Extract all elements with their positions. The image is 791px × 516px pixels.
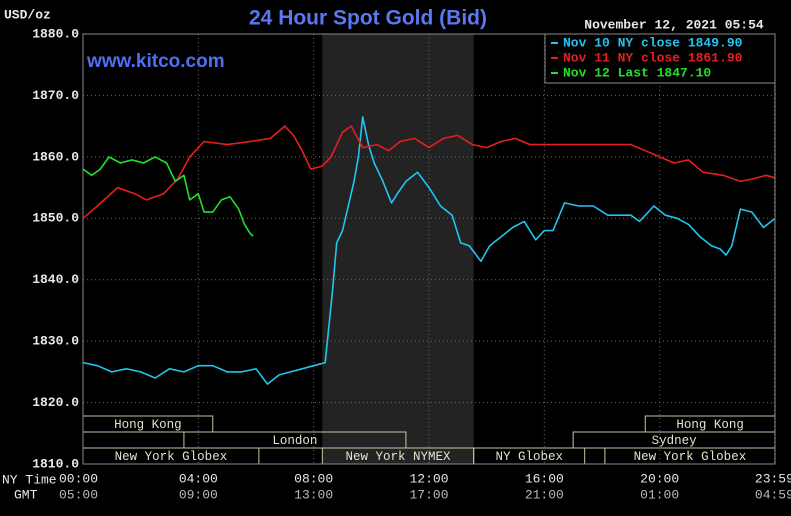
x2-tick-label: 01:00 [640, 487, 679, 502]
x-tick-label: 20:00 [640, 471, 679, 486]
session-box [183, 431, 407, 449]
legend-label: Nov 11 NY close 1861.90 [563, 50, 743, 65]
y-tick-label: 1880.0 [32, 26, 79, 41]
y-tick-label: 1810.0 [32, 456, 79, 471]
session-label: NY Globex [495, 450, 563, 464]
x2-tick-label: 05:00 [59, 487, 98, 502]
y-tick-label: 1860.0 [32, 149, 79, 164]
x-axis-label: NY Time [2, 472, 57, 487]
x2-tick-label: 17:00 [409, 487, 448, 502]
session-label: Hong Kong [676, 418, 744, 432]
plot-frame [82, 33, 776, 465]
chart-title: 24 Hour Spot Gold (Bid) [249, 7, 487, 30]
legend-label: Nov 12 Last 1847.10 [563, 65, 711, 80]
legend-label: Nov 10 NY close 1849.90 [563, 35, 743, 50]
series-line [82, 156, 254, 237]
series-line [82, 116, 775, 385]
plot-layer [82, 33, 775, 465]
timestamp: November 12, 2021 05:54 [584, 17, 764, 32]
x2-tick-label: 13:00 [294, 487, 333, 502]
x-tick-label: 23:59 [755, 471, 791, 486]
session-label: Sydney [652, 434, 698, 448]
x-tick-label: 08:00 [294, 471, 333, 486]
session-label: New York NYMEX [345, 450, 451, 464]
x-tick-label: 00:00 [59, 471, 98, 486]
x-tick-label: 16:00 [525, 471, 564, 486]
session-label: Hong Kong [114, 418, 182, 432]
x-tick-label: 04:00 [179, 471, 218, 486]
session-label: London [272, 434, 317, 448]
y-tick-label: 1850.0 [32, 211, 79, 226]
shaded-band [322, 34, 474, 464]
x2-tick-label: 04:59 [755, 487, 791, 502]
session-label: New York Globex [634, 450, 747, 464]
session-label: New York Globex [115, 450, 228, 464]
legend-box [544, 33, 776, 84]
watermark: www.kitco.com [86, 51, 225, 72]
y-tick-label: 1830.0 [32, 334, 79, 349]
y-tick-label: 1870.0 [32, 88, 79, 103]
x-tick-label: 12:00 [409, 471, 448, 486]
x2-tick-label: 21:00 [525, 487, 564, 502]
y-tick-label: 1820.0 [32, 395, 79, 410]
series-line [82, 125, 775, 219]
x2-axis-label: GMT [14, 487, 38, 502]
y-tick-label: 1840.0 [32, 272, 79, 287]
y-axis-label: USD/oz [4, 7, 51, 22]
x2-tick-label: 09:00 [179, 487, 218, 502]
